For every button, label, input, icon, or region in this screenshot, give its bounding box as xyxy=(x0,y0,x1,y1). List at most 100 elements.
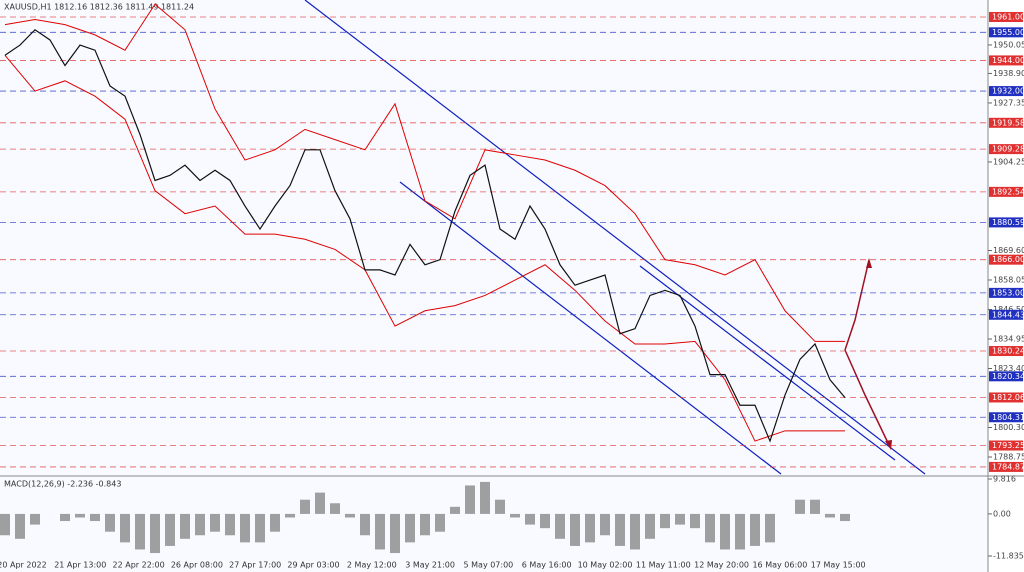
bar xyxy=(315,492,325,514)
bar xyxy=(690,513,700,529)
y-tick-label: -11.835 xyxy=(993,552,1024,561)
x-tick-label: 27 Apr 17:00 xyxy=(229,561,281,570)
level-box xyxy=(989,392,1023,403)
bar xyxy=(270,513,280,532)
bar xyxy=(30,513,40,525)
bar xyxy=(360,513,370,536)
level-label: 1944.00 xyxy=(992,56,1024,65)
bar xyxy=(15,513,25,539)
x-tick-label: 10 May 02:00 xyxy=(578,561,633,570)
bar xyxy=(555,513,565,539)
bar xyxy=(75,513,85,518)
level-box xyxy=(989,461,1023,472)
bar xyxy=(570,513,580,546)
x-tick-label: 29 Apr 03:00 xyxy=(287,561,339,570)
y-tick-label: 9.816 xyxy=(993,475,1016,484)
level-label: 1793.25 xyxy=(992,441,1024,450)
level-box xyxy=(989,55,1023,66)
bar xyxy=(240,513,250,543)
level-label: 1830.24 xyxy=(992,347,1024,356)
bar xyxy=(510,513,520,518)
bar xyxy=(630,513,640,550)
bar xyxy=(405,513,415,543)
level-label: 1853.00 xyxy=(992,288,1024,297)
bar xyxy=(0,513,10,536)
level-label: 1804.31 xyxy=(992,413,1024,422)
x-tick-label: 16 May 06:00 xyxy=(752,561,807,570)
level-box xyxy=(989,86,1023,97)
level-label: 1892.54 xyxy=(992,187,1024,196)
bar xyxy=(195,513,205,536)
bar xyxy=(840,513,850,522)
bar xyxy=(525,513,535,525)
bar xyxy=(660,513,670,529)
bar xyxy=(705,513,715,543)
bar xyxy=(105,513,115,532)
bar xyxy=(480,481,490,514)
x-tick-label: 21 Apr 13:00 xyxy=(54,561,106,570)
bar xyxy=(285,513,295,518)
bar xyxy=(615,513,625,546)
bar xyxy=(375,513,385,550)
y-tick-label: 1927.35 xyxy=(993,98,1024,107)
bar xyxy=(825,513,835,518)
channel-line xyxy=(304,0,926,475)
y-tick-label: 1904.25 xyxy=(993,157,1024,166)
x-tick-label: 5 May 07:00 xyxy=(464,561,514,570)
y-tick-label: 1800.30 xyxy=(993,423,1024,432)
bar xyxy=(345,513,355,518)
level-label: 1820.34 xyxy=(992,372,1024,381)
bar xyxy=(675,513,685,525)
x-tick-label: 11 May 11:00 xyxy=(636,561,691,570)
level-label: 1909.28 xyxy=(992,145,1024,154)
level-box xyxy=(989,217,1023,228)
level-label: 1880.59 xyxy=(992,218,1024,227)
y-tick-label: 1938.90 xyxy=(993,69,1024,78)
level-label: 1844.43 xyxy=(992,310,1024,319)
arrow-head xyxy=(866,258,872,268)
bar xyxy=(600,513,610,536)
level-box xyxy=(989,287,1023,298)
level-box xyxy=(989,309,1023,320)
x-tick-label: 12 May 20:00 xyxy=(694,561,749,570)
bar xyxy=(150,513,160,554)
x-tick-label: 20 Apr 2022 xyxy=(0,561,47,570)
bar xyxy=(135,513,145,550)
bar xyxy=(540,513,550,529)
bar xyxy=(225,513,235,536)
bar xyxy=(795,499,805,514)
bar xyxy=(120,513,130,543)
bar xyxy=(765,513,775,543)
level-box xyxy=(989,27,1023,38)
bar xyxy=(255,513,265,543)
x-tick-label: 22 Apr 22:00 xyxy=(113,561,165,570)
level-label: 1866.00 xyxy=(992,255,1024,264)
plot-background xyxy=(0,0,988,572)
arrow-head xyxy=(885,440,892,450)
level-label: 1932.00 xyxy=(992,87,1024,96)
bar xyxy=(330,503,340,514)
level-box xyxy=(989,11,1023,22)
level-label: 1812.06 xyxy=(992,393,1024,402)
y-tick-label: 1834.95 xyxy=(993,334,1024,343)
band-line xyxy=(4,54,845,442)
bar xyxy=(435,513,445,532)
bar xyxy=(645,513,655,539)
level-label: 1784.87 xyxy=(992,462,1024,471)
level-box xyxy=(989,440,1023,451)
arrow-down xyxy=(844,349,891,448)
x-tick-label: 26 Apr 08:00 xyxy=(171,561,223,570)
indicator-title: MACD(12,26,9) -2.236 -0.843 xyxy=(4,480,121,489)
bar xyxy=(180,513,190,539)
x-tick-label: 3 May 21:00 xyxy=(405,561,455,570)
chart-header: XAUUSD,H1 1812.16 1812.36 1811.49 1811.2… xyxy=(4,3,194,12)
bar xyxy=(300,499,310,514)
bar xyxy=(750,513,760,546)
level-box xyxy=(989,412,1023,423)
level-label: 1955.00 xyxy=(992,28,1024,37)
y-tick-label: 1846.50 xyxy=(993,305,1024,314)
bar xyxy=(210,513,220,532)
band-line xyxy=(4,3,845,342)
